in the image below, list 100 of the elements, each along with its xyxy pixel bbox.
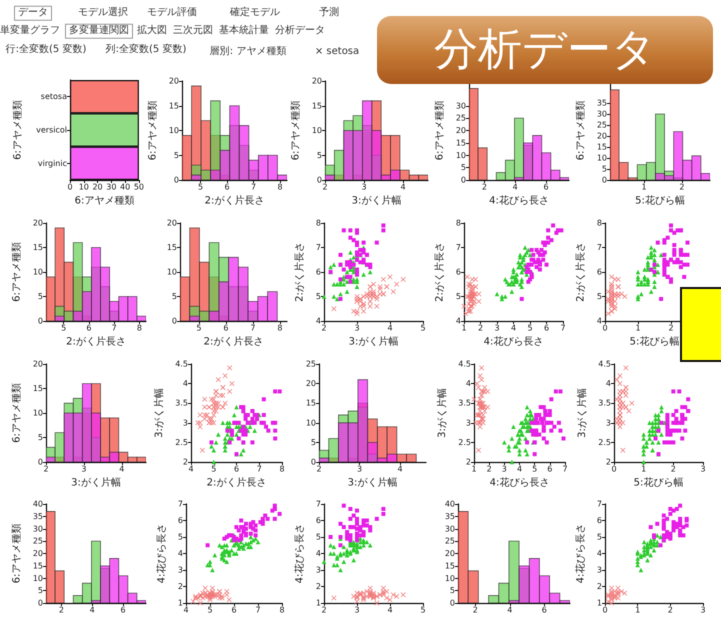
x-tick-label: 3 [700,464,706,474]
x-tick-label: 8 [136,324,142,332]
y-tick-label: 10 [32,574,43,583]
y-tick-label: 15 [444,561,455,570]
y-tick-label: 3 [182,418,188,428]
text: 拡大図 [137,24,167,38]
y-tick-label: 3.5 [458,398,471,408]
y-tick-label: 5 [178,532,183,542]
y-tick-label: 5 [316,532,321,542]
x-tick-label: 3 [700,606,706,614]
x-tick-label: 4 [507,606,512,614]
x-tick-label: 6 [86,324,92,332]
y-tick-label: 7 [178,500,183,508]
y-tick-label: 6 [316,516,321,525]
y-tick-label: 30 [456,101,466,110]
y-tick-label: 15 [32,243,43,252]
y-tick-label: 0 [450,598,455,608]
y-tick-label: 30 [444,524,455,534]
y-axis-title: 2:がく片長さ [434,242,446,302]
x-axis-title: 3:がく片幅 [348,335,398,348]
y-axis-title: 6:アヤメ種類 [10,242,22,302]
y-tick-label: 15 [32,561,43,570]
x-axis-title: 4:花びら長さ [484,335,544,348]
text: モデル選択 [78,6,128,20]
y-tick-label: 30 [32,524,43,534]
x-tick-label: 0 [67,182,73,192]
x-tick-label: 6 [547,464,552,474]
x-tick-label: 3 [354,324,360,332]
x-tick-label: 2 [43,464,49,474]
y-axis-title: 6:アヤメ種類 [574,100,586,160]
text: 分析データ [275,24,325,38]
y-tick-label: 10 [32,268,43,276]
y-tick-label: 5 [596,292,602,301]
text: 三次元図 [173,24,213,38]
x-tick-label: 8 [279,464,285,474]
y-tick-label: 10 [456,150,466,160]
x-tick-label: 4 [510,324,516,332]
text: 単変量グラフ [0,24,60,38]
x-tick-label: 5 [420,606,426,614]
x-tick-label: 0 [611,464,617,474]
y-tick-label: 5 [172,292,177,301]
x-tick-label: 5 [420,324,426,332]
y-axis-title: 6:アヤメ種類 [146,100,158,160]
y-tick-label: 15 [312,101,322,110]
x-tick-label: 6 [231,606,237,614]
y-tick-label: 6 [596,516,602,525]
y-tick-label: 35 [32,512,43,521]
y-axis-title: 6:アヤメ種類 [433,100,446,160]
y-axis-title: 3:がく片幅 [436,388,448,438]
y-tick-label: 0 [602,176,607,184]
y-tick-label: 0 [172,316,177,326]
y-tick-label: 0 [38,458,43,466]
y-tick-label: 3 [316,566,321,574]
x-tick-label: 4 [119,464,124,474]
y-axis-title: 6:アヤメ種類 [289,100,302,160]
x-tick-label: 1 [641,464,646,474]
x-tick-label: 5 [527,324,533,332]
y-tick-label: 0 [174,176,179,184]
x-tick-label: 30 [106,182,116,192]
y-tick-label: 6 [456,268,461,276]
x-tick-label: 2 [679,182,685,192]
y-tick-label: 3 [178,566,183,574]
x-tick-label: 8 [278,182,283,192]
y-tick-label: 7 [316,500,321,508]
x-tick-label: 3 [502,464,507,474]
x-axis-title: 2:がく片長さ [204,335,264,348]
y-tick-label: 3 [606,418,611,428]
x-tick-label: 4 [516,464,522,474]
x-axis-title: 2:がく片長さ [204,194,264,206]
y-tick-label: 25 [306,360,316,368]
y-tick-label: 3 [596,566,602,574]
y-axis-title: 4:花びら長さ [156,524,168,584]
text: 行:全変数(5 変数) [6,44,86,56]
y-axis-title: 2:がく片長さ [574,242,587,302]
x-tick-label: 7 [250,324,256,332]
y-tick-label: 20 [168,76,179,86]
text: 確定モデル [230,6,280,20]
y-tick-label: 10 [444,574,455,583]
y-tick-label: 6 [178,516,183,525]
text: 基本統計量 [219,24,269,38]
x-tick-label: 3 [494,324,500,332]
y-tick-label: 20 [312,76,322,86]
x-tick-label: 7 [560,324,566,332]
y-tick-label: 8 [596,218,602,228]
y-tick-label: 10 [166,268,177,276]
x-tick-label: 4 [512,182,518,192]
y-tick-label: 2 [596,582,602,591]
x-tick-label: 3 [81,464,86,474]
y-tick-label: 3 [466,418,471,428]
y-tick-label: 35 [596,98,607,108]
y-axis-title: 3:がく片幅 [576,388,588,438]
y-axis-title: 6:アヤメ種類 [10,524,22,584]
y-tick-label: 4.5 [175,360,188,368]
y-tick-label: 0 [38,316,43,326]
y-tick-label: versicol [36,126,67,134]
y-tick-label: 20 [166,218,177,228]
y-tick-label: 5 [310,438,316,447]
y-tick-label: 7 [456,243,461,252]
x-tick-label: 4 [398,464,403,474]
y-tick-label: 25 [596,120,607,130]
